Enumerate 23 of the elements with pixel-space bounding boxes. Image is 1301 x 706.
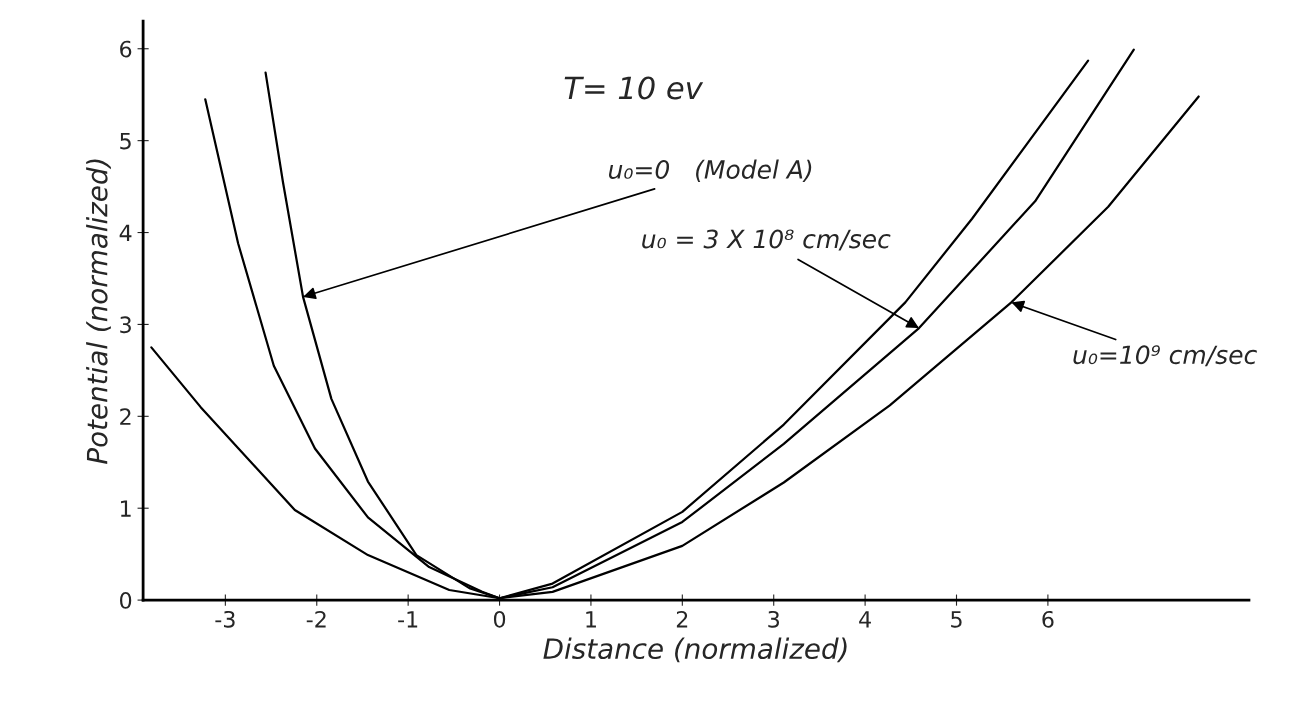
x-axis-title: Distance (normalized) <box>543 637 847 663</box>
y-tick-label: 3 <box>120 316 131 334</box>
y-axis-title: Potential (normalized) <box>86 159 111 464</box>
x-tick-label: 0 <box>493 610 506 628</box>
x-tick-label: 3 <box>768 610 780 628</box>
x-tick-label: 6 <box>1042 610 1054 628</box>
x-tick-label: -2 <box>306 610 326 628</box>
x-tick-label: -3 <box>215 610 235 628</box>
x-tick-label: 4 <box>859 611 871 628</box>
y-tick-label: 1 <box>121 500 131 517</box>
annotation: T= 10 ev <box>564 76 704 100</box>
y-tick-label: 6 <box>120 40 132 58</box>
x-tick-label: -1 <box>398 611 418 628</box>
y-tick-label: 0 <box>120 592 132 609</box>
y-tick-label: 4 <box>119 224 132 241</box>
x-tick-label: 5 <box>951 611 962 628</box>
annotation: u₀=10⁹ cm/sec <box>1073 345 1257 367</box>
y-tick-label: 5 <box>120 132 131 150</box>
annotation: u₀=0 (Model A) <box>609 159 812 182</box>
y-tick-label: 2 <box>120 408 131 425</box>
x-tick-label: 1 <box>586 611 596 628</box>
annotation: u₀ = 3 X 10⁸ cm/sec <box>642 229 891 251</box>
x-tick-label: 2 <box>676 610 688 628</box>
